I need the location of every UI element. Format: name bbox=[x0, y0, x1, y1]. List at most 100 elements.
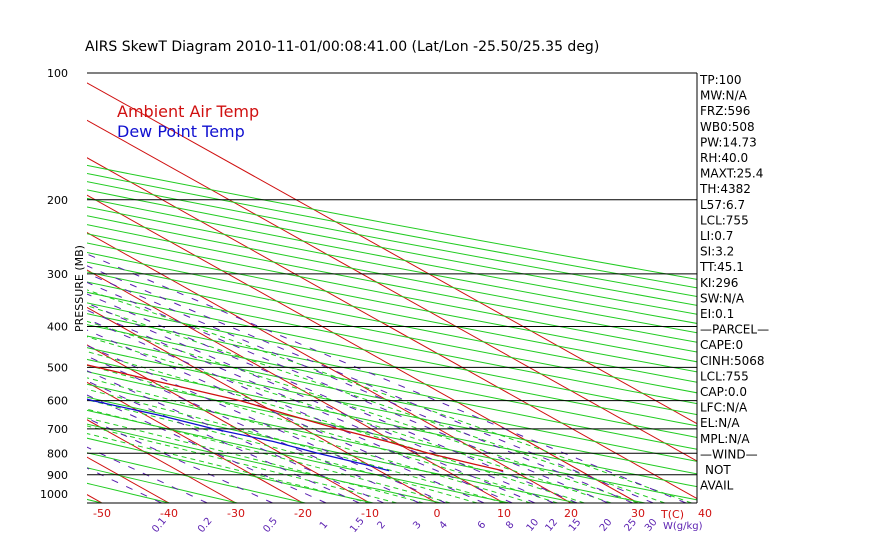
index-entry: AVAIL bbox=[700, 479, 734, 493]
index-entry: SW:N/A bbox=[700, 291, 745, 305]
mixing-ratio-line bbox=[87, 281, 609, 503]
dry-adiabat-line bbox=[87, 371, 697, 501]
mixing-ratio-unit-label: W(g/kg) bbox=[663, 521, 703, 532]
legend-ambient-air-temp: Ambient Air Temp bbox=[117, 102, 259, 121]
dry-adiabat-line bbox=[87, 313, 697, 438]
bottom-temperature-tick-label: -10 bbox=[361, 507, 379, 520]
dry-adiabat-line bbox=[87, 291, 697, 416]
index-entry: LI:0.7 bbox=[700, 229, 733, 243]
bottom-temperature-tick-label: 30 bbox=[631, 507, 645, 520]
isotherm-line bbox=[87, 232, 572, 503]
dew-point-temp-line bbox=[87, 398, 390, 472]
mixing-ratio-tick-label: 3 bbox=[411, 519, 424, 531]
mixing-ratio-tick-label: 30 bbox=[643, 517, 660, 534]
mixing-ratio-line bbox=[87, 370, 384, 503]
x-axis-unit-label: T(C) bbox=[660, 508, 684, 521]
index-entry: EI:0.1 bbox=[700, 307, 734, 321]
isotherm-line bbox=[0, 73, 35, 503]
mixing-ratio-tick-label: 8 bbox=[504, 519, 517, 531]
mixing-ratio-line bbox=[87, 272, 633, 503]
mixing-ratio-tick-label: 1 bbox=[318, 519, 331, 531]
index-entry: NOT bbox=[705, 463, 731, 477]
mixing-ratio-tick-label: 0.5 bbox=[261, 516, 280, 535]
mixing-ratio-tick-label: 12 bbox=[543, 517, 560, 534]
index-entry: MAXT:25.4 bbox=[700, 167, 763, 181]
bottom-temperature-tick-label: -50 bbox=[93, 507, 111, 520]
mixing-ratio-line bbox=[87, 302, 554, 503]
index-entry: RH:40.0 bbox=[700, 151, 748, 165]
dry-adiabat-line bbox=[87, 423, 442, 503]
bottom-temperature-tick-label: -20 bbox=[294, 507, 312, 520]
dry-adiabat-line bbox=[87, 242, 697, 363]
moist-adiabat-line bbox=[87, 320, 639, 503]
mixing-ratio-line bbox=[87, 417, 273, 503]
pressure-tick-label: 600 bbox=[47, 395, 68, 408]
index-entry: —WIND— bbox=[700, 447, 758, 461]
mixing-ratio-line bbox=[87, 265, 654, 503]
pressure-tick-label: 400 bbox=[47, 321, 68, 334]
dry-adiabat-line bbox=[87, 498, 102, 503]
dry-adiabat-line bbox=[87, 224, 697, 343]
dry-adiabat-line bbox=[87, 396, 578, 503]
dry-adiabat-line bbox=[87, 358, 697, 488]
index-entry: PW:14.73 bbox=[700, 135, 757, 149]
y-axis-label: PRESSURE (MB) bbox=[73, 245, 86, 332]
dry-adiabat-line bbox=[87, 197, 697, 315]
index-entry: TT:45.1 bbox=[699, 260, 744, 274]
bottom-temperature-tick-label: -30 bbox=[227, 507, 245, 520]
dry-adiabat-line bbox=[87, 467, 238, 503]
isotherm-line bbox=[87, 306, 438, 503]
mixing-ratio-tick-label: 20 bbox=[598, 517, 615, 534]
isotherm-line bbox=[87, 269, 505, 503]
moist-adiabat-line bbox=[87, 336, 612, 503]
dry-adiabat-line bbox=[87, 215, 697, 334]
index-entry: TH:4382 bbox=[699, 182, 751, 196]
dry-adiabat-line bbox=[87, 383, 646, 503]
index-entry: FRZ:596 bbox=[700, 104, 750, 118]
pressure-tick-label: 300 bbox=[47, 268, 68, 281]
mixing-ratio-tick-label: 0.2 bbox=[196, 516, 215, 535]
chart-title: AIRS SkewT Diagram 2010-11-01/00:08:41.0… bbox=[85, 39, 599, 55]
pressure-tick-label: 700 bbox=[47, 423, 68, 436]
isotherm-line bbox=[87, 157, 697, 500]
dry-adiabat-line bbox=[87, 281, 697, 405]
index-entry: LCL:755 bbox=[700, 369, 749, 383]
isotherm-line bbox=[87, 494, 103, 503]
mixing-ratio-line bbox=[87, 380, 360, 503]
pressure-tick-label: 200 bbox=[47, 194, 68, 207]
pressure-tick-label: 900 bbox=[47, 469, 68, 482]
bottom-temperature-tick-label: 20 bbox=[564, 507, 578, 520]
mixing-ratio-line bbox=[87, 394, 327, 503]
dry-adiabat-line bbox=[87, 302, 697, 427]
isotherm-line bbox=[87, 381, 304, 503]
index-entry: SI:3.2 bbox=[700, 245, 734, 259]
moist-adiabat-line bbox=[87, 289, 692, 503]
pressure-tick-label: 1000 bbox=[40, 488, 68, 501]
dry-adiabat-line bbox=[87, 206, 697, 324]
index-entry: LCL:755 bbox=[700, 213, 749, 227]
dry-adiabat-line bbox=[87, 335, 697, 462]
moist-adiabat-line bbox=[87, 351, 585, 503]
dry-adiabat-line bbox=[87, 164, 697, 280]
pressure-tick-label: 800 bbox=[47, 447, 68, 460]
index-entry: —PARCEL— bbox=[700, 323, 769, 337]
mixing-ratio-line bbox=[87, 309, 536, 503]
index-entry: EL:N/A bbox=[700, 416, 740, 430]
moist-adiabat-line bbox=[87, 377, 531, 503]
dry-adiabat-line bbox=[87, 172, 697, 289]
mixing-ratio-line bbox=[87, 467, 162, 503]
mixing-ratio-tick-label: 4 bbox=[438, 519, 451, 531]
isotherm-line bbox=[87, 119, 697, 462]
pressure-tick-label: 100 bbox=[47, 67, 68, 80]
dry-adiabat-line bbox=[87, 233, 697, 353]
bottom-temperature-tick-label: 40 bbox=[698, 507, 712, 520]
index-entry: KI:296 bbox=[700, 276, 738, 290]
legend-dew-point-temp: Dew Point Temp bbox=[117, 122, 245, 141]
dry-adiabat-line bbox=[87, 181, 697, 298]
index-entry: LFC:N/A bbox=[700, 401, 748, 415]
moist-adiabat-line bbox=[87, 305, 665, 503]
dry-adiabat-line bbox=[87, 452, 306, 503]
index-entry: CINH:5068 bbox=[700, 354, 765, 368]
pressure-tick-label: 500 bbox=[47, 361, 68, 374]
